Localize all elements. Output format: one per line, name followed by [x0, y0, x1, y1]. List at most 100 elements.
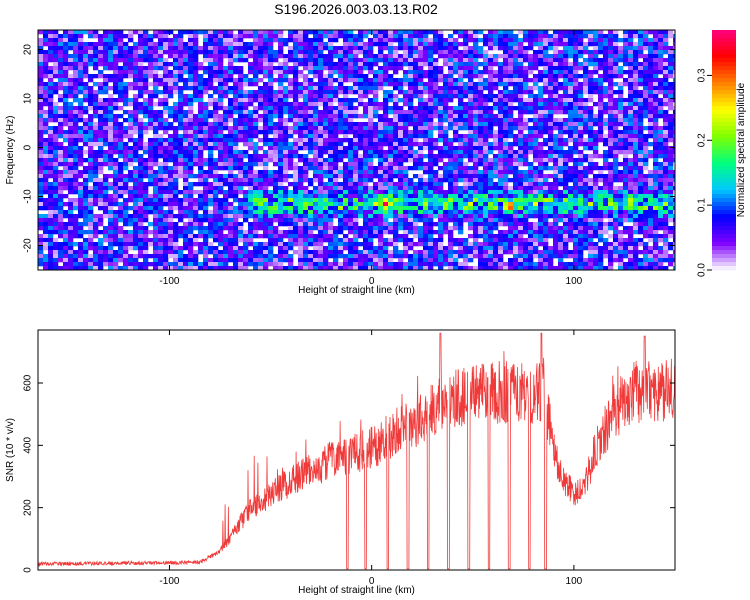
heatmap-cell: [588, 182, 594, 187]
heatmap-cell: [38, 134, 44, 139]
heatmap-cell: [158, 110, 164, 115]
heatmap-cell: [458, 78, 464, 83]
heatmap-cell: [378, 74, 384, 79]
heatmap-cell: [468, 138, 474, 143]
heatmap-cell: [568, 190, 574, 195]
heatmap-cell: [463, 94, 469, 99]
heatmap-cell: [338, 166, 344, 171]
heatmap-cell: [498, 194, 504, 199]
heatmap-cell: [213, 74, 219, 79]
heatmap-cell: [123, 90, 129, 95]
heatmap-cell: [568, 98, 574, 103]
heatmap-cell: [478, 54, 484, 59]
heatmap-cell: [608, 54, 614, 59]
heatmap-cell: [338, 54, 344, 59]
heatmap-cell: [618, 174, 624, 179]
heatmap-cell: [508, 70, 514, 75]
heatmap-cell: [168, 142, 174, 147]
heatmap-cell: [98, 162, 104, 167]
heatmap-cell: [578, 150, 584, 155]
heatmap-cell: [618, 102, 624, 107]
heatmap-cell: [143, 66, 149, 71]
heatmap-cell: [113, 114, 119, 119]
heatmap-cell: [408, 102, 414, 107]
heatmap-cell: [453, 110, 459, 115]
heatmap-cell: [558, 162, 564, 167]
heatmap-cell: [573, 166, 579, 171]
heatmap-cell: [568, 186, 574, 191]
heatmap-cell: [93, 50, 99, 55]
heatmap-cell: [613, 146, 619, 151]
heatmap-cell: [363, 138, 369, 143]
heatmap-cell: [408, 110, 414, 115]
heatmap-cell: [298, 114, 304, 119]
heatmap-cell: [603, 138, 609, 143]
heatmap-cell: [528, 90, 534, 95]
heatmap-cell: [253, 130, 259, 135]
heatmap-cell: [298, 178, 304, 183]
heatmap-cell: [528, 86, 534, 91]
heatmap-cell: [303, 186, 309, 191]
heatmap-cell: [363, 58, 369, 63]
heatmap-cell: [523, 198, 529, 203]
heatmap-cell: [348, 154, 354, 159]
heatmap-cell: [648, 154, 654, 159]
heatmap-cell: [168, 190, 174, 195]
heatmap-cell: [113, 54, 119, 59]
heatmap-cell: [483, 102, 489, 107]
heatmap-cell: [383, 182, 389, 187]
heatmap-cell: [188, 186, 194, 191]
heatmap-cell: [548, 138, 554, 143]
heatmap-cell: [593, 82, 599, 87]
heatmap-cell: [548, 54, 554, 59]
heatmap-cell: [643, 150, 649, 155]
heatmap-cell: [578, 50, 584, 55]
heatmap-cell: [78, 158, 84, 163]
heatmap-cell: [228, 150, 234, 155]
heatmap-cell: [263, 34, 269, 39]
heatmap-cell: [393, 98, 399, 103]
heatmap-cell: [373, 38, 379, 43]
heatmap-cell: [263, 130, 269, 135]
heatmap-cell: [368, 118, 374, 123]
heatmap-cell: [428, 138, 434, 143]
heatmap-cell: [38, 162, 44, 167]
heatmap-cell: [418, 194, 424, 199]
heatmap-cell: [333, 38, 339, 43]
heatmap-cell: [233, 38, 239, 43]
heatmap-cell: [388, 34, 394, 39]
heatmap-cell: [538, 182, 544, 187]
heatmap-cell: [433, 198, 439, 203]
heatmap-cell: [628, 34, 634, 39]
heatmap-cell: [403, 122, 409, 127]
heatmap-cell: [293, 74, 299, 79]
heatmap-cell: [268, 62, 274, 67]
heatmap-cell: [93, 190, 99, 195]
heatmap-cell: [408, 90, 414, 95]
heatmap-cell: [243, 78, 249, 83]
heatmap-cell: [53, 142, 59, 147]
heatmap-cell: [608, 122, 614, 127]
heatmap-cell: [568, 118, 574, 123]
heatmap-cell: [333, 30, 339, 35]
heatmap-cell: [118, 202, 124, 207]
heatmap-cell: [198, 30, 204, 35]
heatmap-cell: [618, 86, 624, 91]
heatmap-cell: [628, 150, 634, 155]
heatmap-cell: [458, 94, 464, 99]
heatmap-cell: [163, 94, 169, 99]
heatmap-cell: [358, 34, 364, 39]
heatmap-cell: [633, 46, 639, 51]
heatmap-cell: [128, 162, 134, 167]
heatmap-cell: [143, 126, 149, 131]
heatmap-cell: [583, 182, 589, 187]
heatmap-cell: [463, 110, 469, 115]
heatmap-cell: [218, 94, 224, 99]
heatmap-cell: [383, 154, 389, 159]
heatmap-cell: [578, 110, 584, 115]
heatmap-cell: [588, 42, 594, 47]
heatmap-cell: [483, 194, 489, 199]
heatmap-cell: [418, 126, 424, 131]
heatmap-cell: [573, 102, 579, 107]
heatmap-cell: [503, 74, 509, 79]
